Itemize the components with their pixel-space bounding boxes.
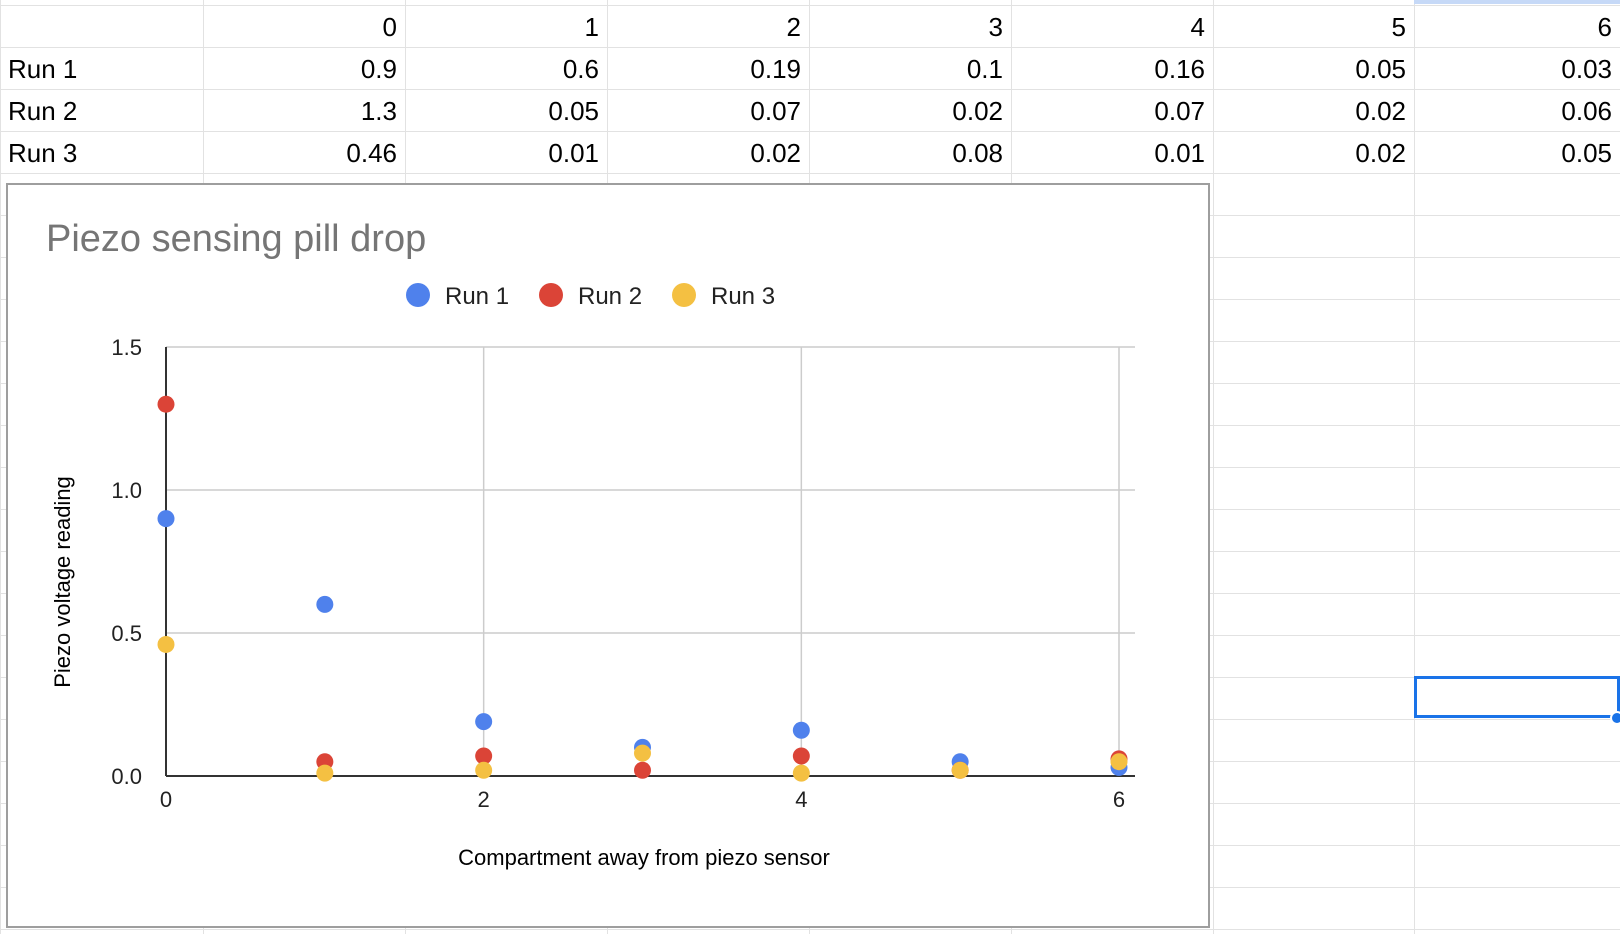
data-point-run3-x3 [634, 744, 651, 762]
data-point-run3-x0 [157, 635, 175, 653]
row-label-cell[interactable]: Run 1 [8, 54, 78, 84]
data-cell[interactable]: 0.05 [1355, 54, 1406, 84]
x-tick-label: 6 [1113, 787, 1125, 812]
data-point-run2-x3 [634, 761, 651, 779]
header-cell[interactable]: 2 [786, 12, 801, 42]
x-axis-title: Compartment away from piezo sensor [458, 845, 830, 870]
column-selection-indicator [1414, 0, 1620, 4]
tick-labels: 0.0 0.5 1.0 1.5 0 2 4 6 [111, 335, 1125, 812]
data-cell[interactable]: 0.07 [1154, 96, 1205, 126]
legend-marker-3 [672, 283, 696, 307]
data-cell[interactable]: 0.1 [966, 54, 1003, 84]
x-tick-label: 4 [795, 787, 807, 812]
data-cell[interactable]: 0.07 [750, 96, 801, 126]
gridlines [166, 346, 1135, 777]
header-cell[interactable]: 1 [584, 12, 599, 42]
y-axis-title: Piezo voltage reading [50, 476, 75, 688]
x-tick-label: 2 [478, 787, 490, 812]
y-tick-label: 0.0 [111, 764, 142, 789]
y-tick-label: 1.0 [111, 478, 142, 503]
header-cell[interactable]: 3 [988, 12, 1003, 42]
data-cell[interactable]: 0.19 [750, 54, 801, 84]
data-cell[interactable]: 0.02 [952, 96, 1003, 126]
data-cell[interactable]: 0.05 [548, 96, 599, 126]
scatter-chart: Piezo sensing pill drop Run 1 Run 2 Run 3 … [46, 218, 1135, 870]
data-cell[interactable]: 0.02 [1355, 96, 1406, 126]
row-gridline [0, 173, 1620, 174]
chart-title: Piezo sensing pill drop [46, 218, 426, 260]
data-point-run2-x2 [475, 747, 493, 765]
data-point-run1-x1 [316, 595, 334, 613]
data-point-run3-x1 [316, 764, 334, 782]
fill-handle[interactable] [1610, 711, 1620, 725]
data-cell[interactable]: 0.6 [562, 54, 599, 84]
data-cell[interactable]: 0.46 [346, 138, 397, 168]
data-cell[interactable]: 0.05 [1561, 138, 1612, 168]
data-cell[interactable]: 0.01 [1154, 138, 1205, 168]
legend-label-1: Run 1 [445, 283, 509, 310]
data-cell[interactable]: 0.06 [1561, 96, 1612, 126]
chart-axes [165, 347, 1135, 777]
data-points [157, 395, 1128, 782]
header-cell[interactable] [0, 5, 203, 47]
legend-marker-2 [539, 283, 563, 307]
chart-legend[interactable]: Run 1 Run 2 Run 3 [406, 283, 775, 310]
legend-label-3: Run 3 [711, 283, 775, 310]
y-tick-label: 0.5 [111, 621, 142, 646]
header-cell[interactable]: 5 [1391, 12, 1406, 42]
data-point-run1-x0 [157, 510, 175, 528]
header-cell[interactable]: 6 [1597, 12, 1612, 42]
data-cell[interactable]: 0.02 [750, 138, 801, 168]
row-label-cell[interactable]: Run 2 [8, 96, 78, 126]
header-cell[interactable]: 4 [1190, 12, 1205, 42]
row-gridline [0, 929, 1620, 930]
data-cell[interactable]: 0.02 [1355, 138, 1406, 168]
row-gridline [0, 89, 1620, 90]
data-point-run3-x2 [475, 761, 493, 779]
data-point-run2-x0 [157, 395, 175, 413]
legend-marker-1 [406, 283, 430, 307]
header-cell[interactable]: 0 [382, 12, 397, 42]
selected-cell[interactable] [1414, 676, 1620, 718]
row-label-cell[interactable]: Run 3 [8, 138, 78, 168]
data-point-run1-x2 [475, 713, 493, 731]
data-cell[interactable]: 1.3 [360, 96, 397, 126]
row-gridline [0, 131, 1620, 132]
row-gridline [0, 47, 1620, 48]
data-point-run2-x4 [792, 747, 810, 765]
data-point-run3-x6 [1110, 753, 1128, 771]
row-gridline [0, 5, 1620, 6]
data-point-run3-x4 [792, 764, 810, 782]
data-cell[interactable]: 0.16 [1154, 54, 1205, 84]
data-point-run1-x4 [792, 721, 810, 739]
data-cell[interactable]: 0.08 [952, 138, 1003, 168]
x-tick-label: 0 [160, 787, 172, 812]
y-tick-label: 1.5 [111, 335, 142, 360]
embedded-chart[interactable]: Piezo sensing pill drop Run 1 Run 2 Run 3 … [6, 183, 1210, 928]
data-point-run3-x5 [951, 761, 969, 779]
data-cell[interactable]: 0.9 [360, 54, 397, 84]
data-cell[interactable]: 0.03 [1561, 54, 1612, 84]
legend-label-2: Run 2 [578, 283, 642, 310]
data-cell[interactable]: 0.01 [548, 138, 599, 168]
